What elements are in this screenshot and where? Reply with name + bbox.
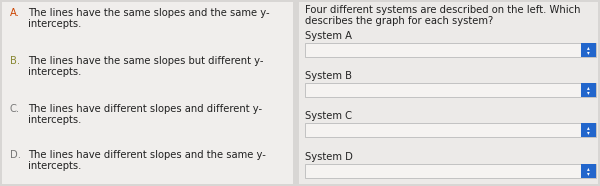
Text: C.: C. (10, 104, 20, 114)
Text: ▴: ▴ (587, 125, 590, 130)
Text: ▴: ▴ (587, 45, 590, 50)
Text: B.: B. (10, 56, 20, 66)
Text: ▾: ▾ (587, 130, 590, 135)
Bar (581, 43, 596, 57)
Text: The lines have the same slopes but different y-: The lines have the same slopes but diffe… (28, 56, 263, 66)
Text: The lines have the same slopes and the same y-: The lines have the same slopes and the s… (28, 8, 269, 18)
Text: System A: System A (305, 31, 352, 41)
Text: intercepts.: intercepts. (28, 19, 82, 29)
Text: The lines have different slopes and different y-: The lines have different slopes and diff… (28, 104, 262, 114)
Bar (581, 164, 596, 178)
Text: intercepts.: intercepts. (28, 115, 82, 125)
Bar (581, 83, 596, 97)
Text: The lines have different slopes and the same y-: The lines have different slopes and the … (28, 150, 266, 160)
Bar (299, 2, 598, 184)
Text: ▾: ▾ (587, 50, 590, 55)
Text: System B: System B (305, 71, 352, 81)
Text: D.: D. (10, 150, 21, 160)
Text: System C: System C (305, 111, 352, 121)
Text: ▴: ▴ (587, 166, 590, 171)
Text: describes the graph for each system?: describes the graph for each system? (305, 16, 493, 26)
Bar (305, 123, 596, 137)
Text: ▾: ▾ (587, 171, 590, 176)
Bar (2, 2, 293, 184)
Text: A.: A. (10, 8, 20, 18)
Text: Four different systems are described on the left. Which: Four different systems are described on … (305, 5, 580, 15)
Bar (305, 43, 596, 57)
Text: ▴: ▴ (587, 85, 590, 90)
Bar (581, 123, 596, 137)
Text: intercepts.: intercepts. (28, 67, 82, 77)
Bar (305, 83, 596, 97)
Text: System D: System D (305, 152, 353, 162)
Text: intercepts.: intercepts. (28, 161, 82, 171)
Bar (305, 164, 596, 178)
Text: ▾: ▾ (587, 90, 590, 95)
